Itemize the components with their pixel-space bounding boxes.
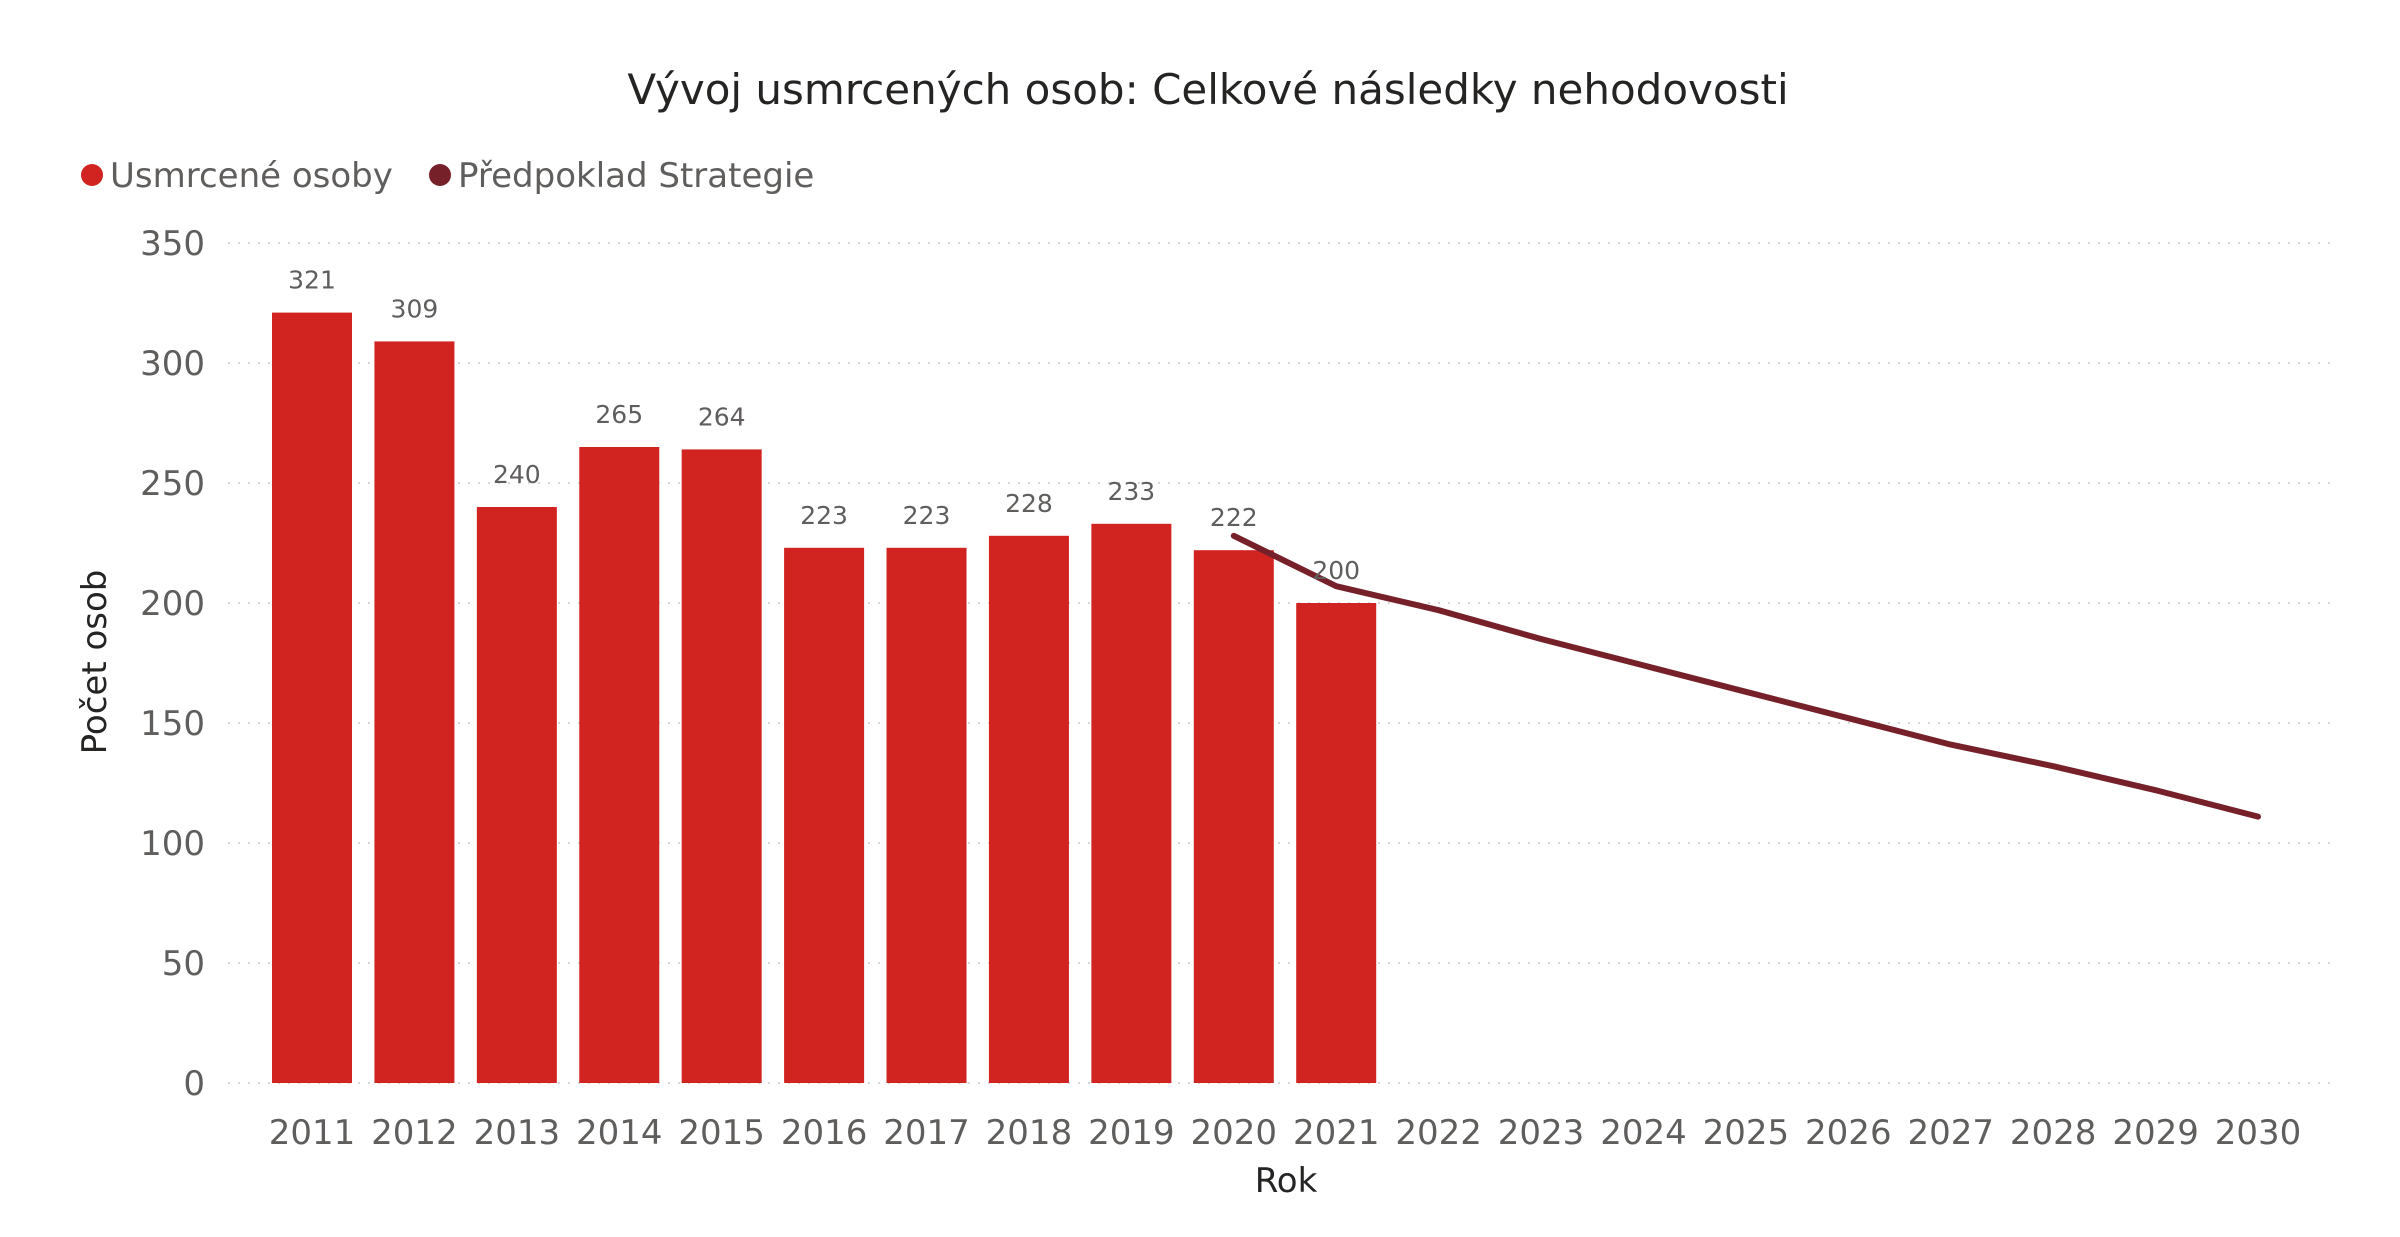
bar <box>579 447 660 1083</box>
data-label: 200 <box>1312 556 1360 585</box>
bar-series <box>272 312 1377 1084</box>
y-tick-label: 0 <box>183 1064 205 1104</box>
bar <box>988 535 1069 1083</box>
x-tick-label: 2019 <box>1088 1113 1175 1153</box>
y-tick-label: 350 <box>140 224 205 264</box>
bar <box>886 547 967 1083</box>
y-tick-label: 250 <box>140 464 205 504</box>
bar <box>272 312 352 1084</box>
line-path <box>1230 532 2261 820</box>
x-tick-label: 2011 <box>269 1113 356 1153</box>
y-tick-label: 200 <box>140 584 205 624</box>
x-tick-label: 2012 <box>371 1113 458 1153</box>
bar <box>374 341 455 1083</box>
line-series <box>1230 532 2261 820</box>
x-tick-label: 2017 <box>883 1113 970 1153</box>
x-tick-label: 2028 <box>2010 1113 2097 1153</box>
legend-marker-predpoklad <box>429 164 451 186</box>
legend: Usmrcené osoby Předpoklad Strategie <box>81 156 814 196</box>
bar <box>784 547 865 1083</box>
data-labels: 321 309 240 265 264 223 223 228 233 222 200 <box>288 266 1360 585</box>
y-tick-label: 150 <box>140 704 205 744</box>
bar <box>476 507 557 1083</box>
x-tick-label: 2021 <box>1293 1113 1380 1153</box>
x-tick-label: 2030 <box>2215 1113 2302 1153</box>
chart-title: Vývoj usmrcených osob: Celkové následky … <box>627 65 1788 114</box>
legend-label-predpoklad[interactable]: Předpoklad Strategie <box>458 156 814 196</box>
data-label: 240 <box>493 460 541 489</box>
data-label: 233 <box>1108 477 1156 506</box>
x-tick-label: 2016 <box>781 1113 868 1153</box>
data-label: 264 <box>698 402 746 431</box>
bar <box>1193 550 1274 1083</box>
data-label: 223 <box>903 501 951 530</box>
y-tick-label: 50 <box>162 944 205 984</box>
x-tick-label: 2025 <box>1703 1113 1790 1153</box>
x-tick-label: 2020 <box>1191 1113 1278 1153</box>
x-tick-label: 2029 <box>2112 1113 2199 1153</box>
x-tick-label: 2022 <box>1395 1113 1482 1153</box>
x-tick-label: 2027 <box>1907 1113 1994 1153</box>
x-tick-label: 2015 <box>678 1113 765 1153</box>
bar <box>1091 523 1172 1083</box>
data-label: 309 <box>391 294 439 323</box>
data-label: 321 <box>288 266 336 295</box>
data-label: 265 <box>595 400 643 429</box>
y-axis-title: Počet osob <box>75 570 115 755</box>
legend-label-usmrcene[interactable]: Usmrcené osoby <box>110 156 393 196</box>
x-axis-title: Rok <box>1255 1161 1318 1201</box>
data-label: 223 <box>800 501 848 530</box>
x-tick-label: 2023 <box>1498 1113 1585 1153</box>
x-tick-label: 2026 <box>1805 1113 1892 1153</box>
x-axis: 2011 2012 2013 2014 2015 2016 2017 2018 2019 2020… <box>269 1113 2302 1153</box>
data-label: 222 <box>1210 503 1258 532</box>
y-tick-label: 100 <box>140 824 205 864</box>
bar <box>1296 603 1377 1083</box>
gridlines <box>228 242 2335 1084</box>
legend-marker-usmrcene <box>81 164 103 186</box>
y-axis: 0 50 100 150 200 250 300 350 <box>140 224 205 1104</box>
data-label: 228 <box>1005 489 1053 518</box>
bar <box>681 449 762 1083</box>
x-tick-label: 2018 <box>986 1113 1073 1153</box>
x-tick-label: 2024 <box>1600 1113 1687 1153</box>
x-tick-label: 2014 <box>576 1113 663 1153</box>
x-tick-label: 2013 <box>474 1113 561 1153</box>
y-tick-label: 300 <box>140 344 205 384</box>
